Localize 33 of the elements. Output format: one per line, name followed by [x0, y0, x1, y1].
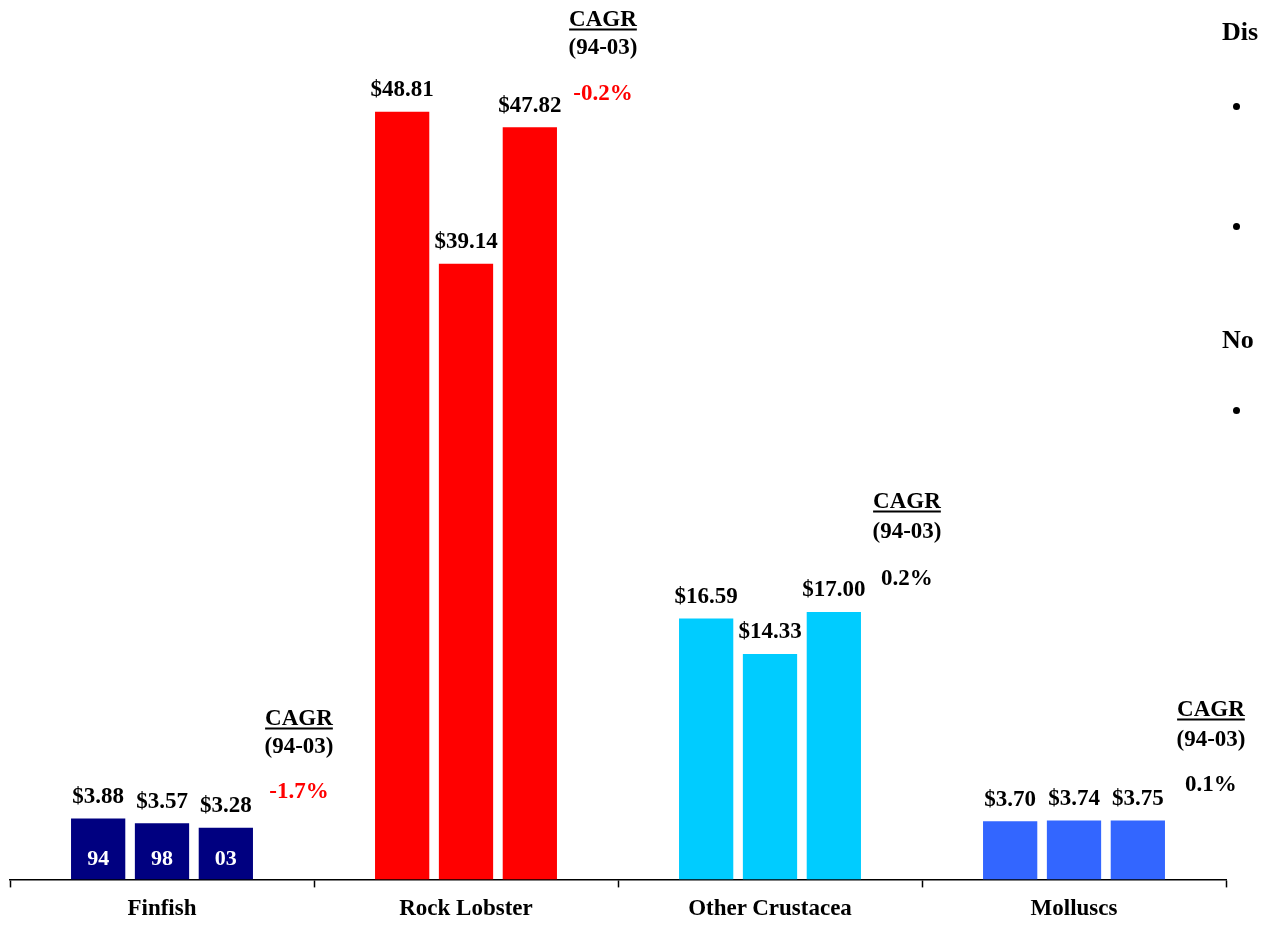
annotation: CAGR — [873, 487, 941, 513]
annotation: 0.1% — [1185, 770, 1237, 796]
x-tick-label: Molluscs — [1030, 895, 1118, 921]
x-tick-label: Rock Lobster — [399, 895, 533, 921]
annotation: (94-03) — [872, 517, 942, 543]
series-label: 03 — [214, 845, 237, 871]
data-label: $3.75 — [1111, 784, 1164, 810]
series-label: 94 — [87, 845, 110, 871]
data-label: $3.88 — [72, 782, 125, 808]
data-label: $39.14 — [434, 228, 499, 254]
data-label: $47.82 — [498, 91, 562, 117]
text: CAGR — [569, 5, 637, 31]
data-label: $3.74 — [1048, 785, 1101, 811]
annotation: -1.7% — [269, 777, 329, 803]
annotation: CAGR — [1177, 695, 1245, 721]
data-label: $16.59 — [674, 582, 738, 608]
data-label: $3.57 — [136, 787, 188, 813]
x-tick-label: Other Crustacea — [688, 895, 853, 921]
text: Dis — [1222, 17, 1259, 46]
data-label: $14.33 — [738, 618, 802, 644]
annotation: No — [1222, 325, 1254, 354]
annotation: 0.2% — [881, 564, 933, 590]
data-label: $3.70 — [984, 785, 1037, 811]
data-label: $48.81 — [370, 76, 434, 102]
annotation: (94-03) — [264, 732, 334, 758]
text: (94-03) — [568, 33, 638, 59]
text: -0.2% — [573, 79, 633, 105]
data-label: $3.28 — [199, 792, 252, 818]
data-label: $17.00 — [802, 576, 866, 602]
annotation: (94-03) — [1176, 725, 1246, 751]
x-tick-label: Finfish — [127, 895, 197, 921]
series-label: 98 — [151, 845, 173, 871]
annotation: CAGR — [265, 704, 333, 730]
